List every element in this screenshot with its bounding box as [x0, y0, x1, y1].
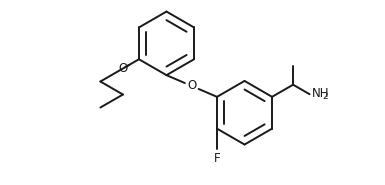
Text: O: O: [187, 80, 196, 92]
Text: O: O: [118, 62, 127, 75]
Text: 2: 2: [322, 92, 328, 101]
Text: NH: NH: [312, 87, 330, 100]
Text: F: F: [214, 152, 220, 165]
